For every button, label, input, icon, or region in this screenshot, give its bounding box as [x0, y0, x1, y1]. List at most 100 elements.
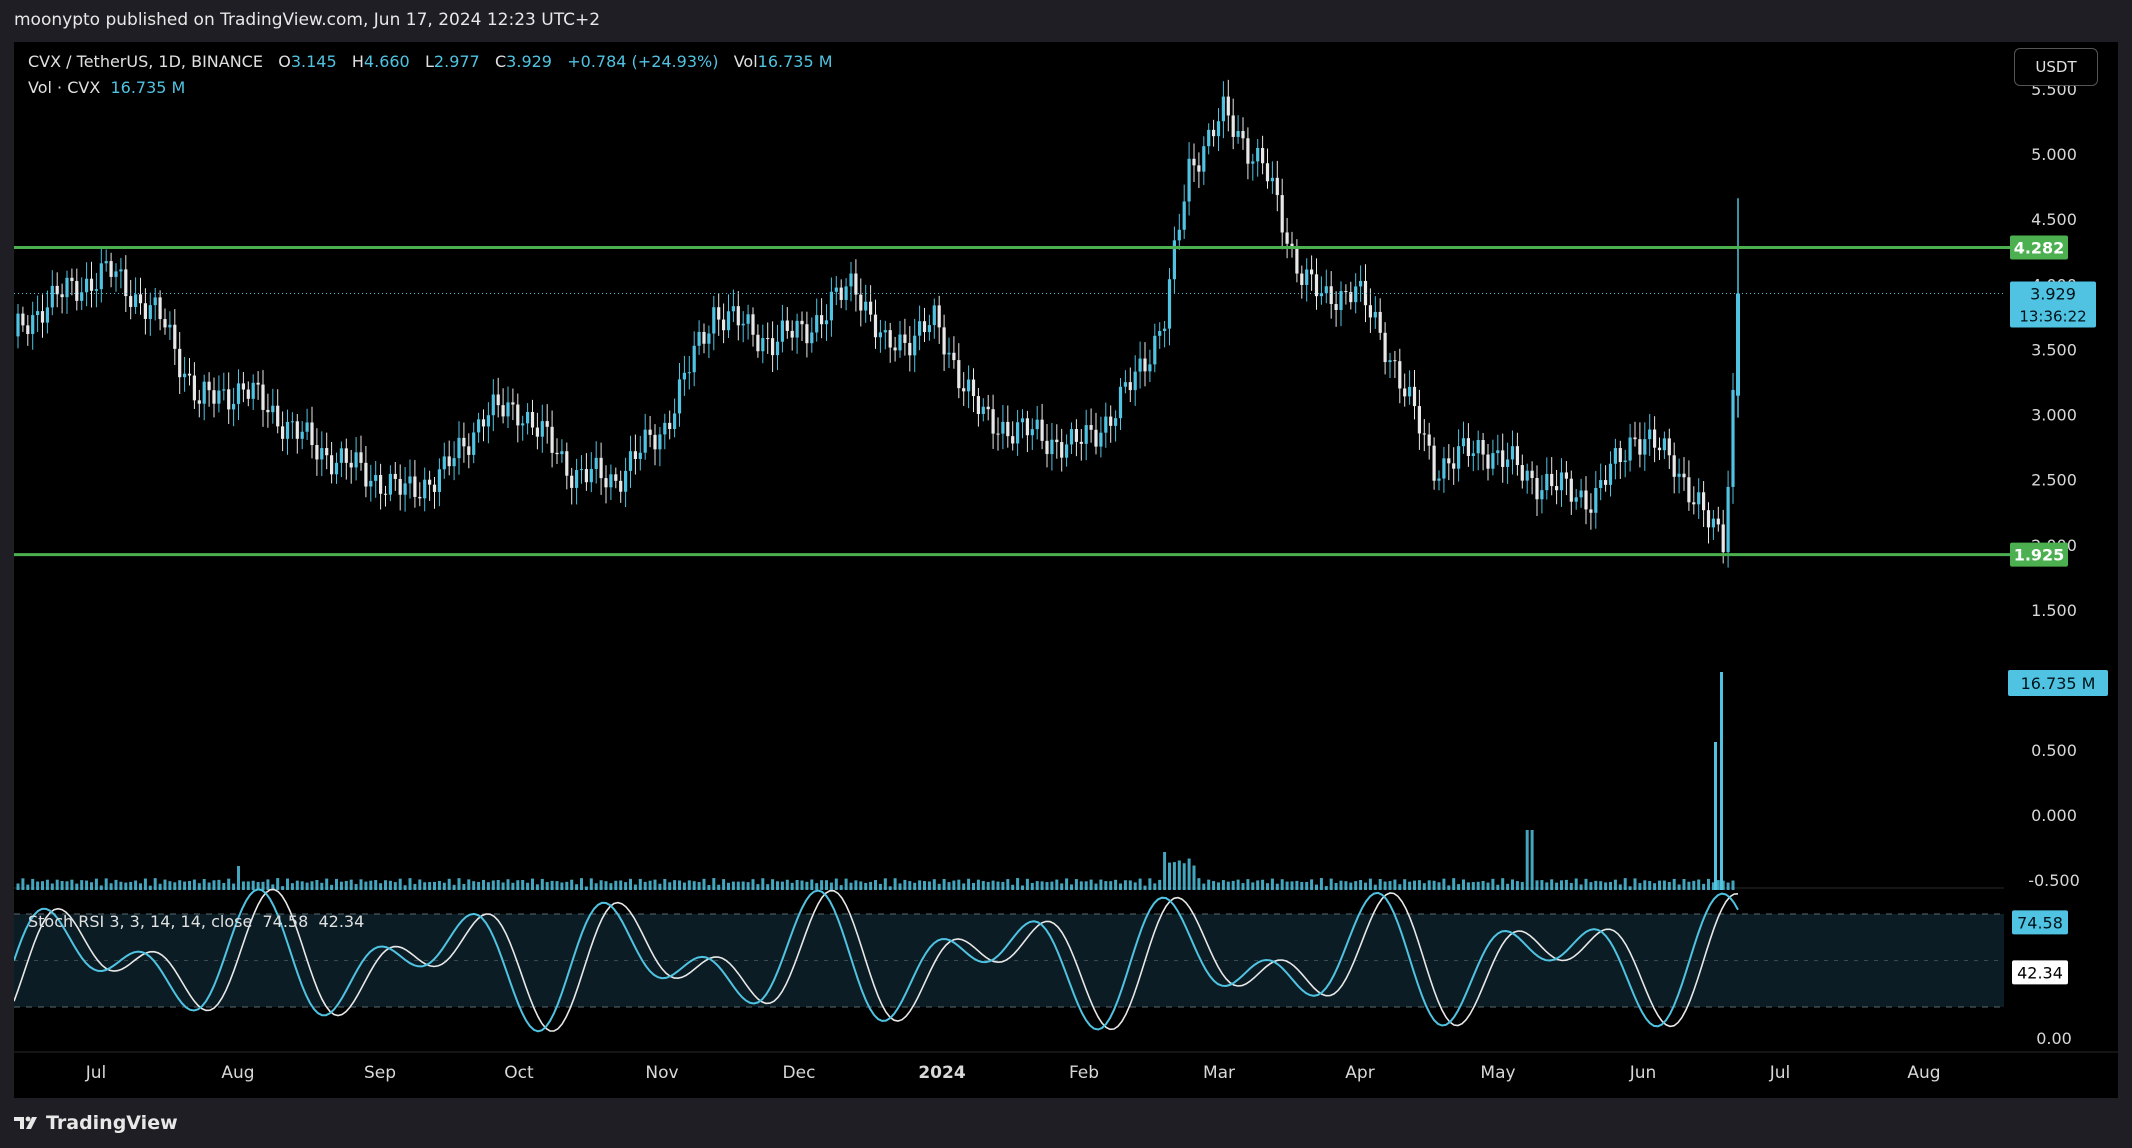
candle-body: [1207, 129, 1211, 147]
volume-bar: [1084, 881, 1088, 890]
level-label: 1.925: [2014, 546, 2065, 565]
volume-bar: [310, 881, 314, 890]
chart-area[interactable]: 5.5005.0004.5004.0003.5003.0002.5002.000…: [14, 42, 2118, 1098]
candle-body: [45, 307, 49, 323]
candle-body: [99, 263, 103, 290]
volume-bar: [1192, 865, 1196, 890]
volume-bar: [1226, 881, 1230, 890]
volume-bar: [349, 879, 353, 890]
candle-body: [1020, 418, 1025, 423]
candle-body: [192, 375, 196, 401]
volume-bar: [722, 879, 726, 890]
candle-body: [1442, 458, 1446, 479]
volume-bar: [972, 882, 975, 890]
volume-bar: [1011, 884, 1015, 890]
volume-bar: [134, 880, 138, 890]
volume-bar: [736, 881, 740, 890]
volume-bar: [687, 880, 691, 890]
volume-bar: [1172, 862, 1176, 890]
candle-body: [1324, 286, 1328, 294]
candle-body: [290, 421, 294, 423]
volume-bar: [1251, 882, 1255, 890]
candle-body: [991, 409, 995, 434]
volume-bar: [604, 881, 608, 890]
volume-bar: [442, 882, 446, 890]
price-chart[interactable]: 5.5005.0004.5004.0003.5003.0002.5002.000…: [14, 42, 2118, 1098]
stoch-tick-label: 0.00: [2036, 1029, 2072, 1048]
volume-bar: [751, 879, 755, 890]
volume-bar: [678, 880, 681, 890]
volume-bar: [898, 883, 902, 890]
publisher-header: moonypto published on TradingView.com, J…: [0, 0, 2132, 40]
candle-body: [491, 394, 495, 416]
candle-body: [687, 372, 691, 374]
volume-bar: [1579, 884, 1583, 890]
volume-bar: [433, 881, 436, 890]
candle-body: [1011, 436, 1015, 444]
volume-bar: [854, 880, 858, 890]
volume-bar: [1520, 882, 1524, 890]
volume-bar: [1648, 881, 1652, 890]
candle-body: [1265, 163, 1270, 182]
candle-body: [1545, 473, 1549, 491]
volume-bar: [21, 878, 25, 890]
volume-bar: [555, 881, 559, 890]
candle-body: [85, 278, 89, 293]
candle-body: [937, 305, 941, 328]
volume-bar: [1231, 880, 1235, 890]
candle-body: [1226, 96, 1230, 116]
candle-body: [726, 311, 731, 331]
volume-bar: [825, 880, 828, 890]
price-tick-label: 3.000: [2031, 406, 2077, 425]
candle-body: [173, 324, 177, 349]
candle-body: [1035, 419, 1039, 430]
candle-body: [349, 462, 353, 468]
volume-bar: [1324, 886, 1328, 890]
candle-body: [1339, 291, 1343, 310]
candle-body: [158, 297, 162, 320]
candle-body: [1280, 195, 1284, 233]
candle-body: [1261, 147, 1265, 164]
candle-body: [1363, 280, 1368, 306]
volume-bar: [217, 879, 221, 890]
volume-bar: [256, 882, 260, 890]
candle-body: [976, 396, 980, 414]
volume-bar: [702, 878, 706, 890]
volume-bar: [589, 878, 593, 890]
volume-bar: [423, 882, 427, 890]
volume-bar: [90, 882, 93, 890]
volume-bar: [1721, 880, 1725, 890]
candle-body: [295, 421, 299, 439]
open-label: O: [278, 52, 291, 71]
volume-bar: [1564, 879, 1568, 890]
currency-button[interactable]: USDT: [2014, 48, 2098, 86]
candle-body: [883, 330, 887, 333]
candle-body: [697, 331, 701, 346]
candle-body: [442, 456, 446, 470]
volume-bar: [932, 879, 936, 890]
volume-bar: [261, 881, 265, 890]
candle-body: [1251, 161, 1255, 164]
candle-body: [94, 289, 98, 291]
volume-bar: [1599, 881, 1603, 890]
volume-bar: [893, 878, 897, 890]
volume-bar: [1638, 883, 1642, 890]
tradingview-logo[interactable]: TradingView: [14, 1112, 178, 1134]
volume-bar: [1501, 878, 1505, 890]
candle-body: [1310, 269, 1314, 275]
symbol-name: CVX / TetherUS, 1D, BINANCE: [28, 52, 263, 71]
candle-body: [1349, 292, 1353, 303]
volume-bar: [109, 883, 113, 890]
candle-body: [521, 423, 525, 426]
time-tick-label: Feb: [1069, 1063, 1099, 1083]
candle-body: [751, 314, 755, 335]
volume-bar: [1280, 879, 1284, 890]
candle-body: [820, 315, 824, 325]
stoch-legend-label: Stoch RSI 3, 3, 14, 14, close: [28, 912, 253, 931]
volume-bar: [820, 880, 824, 890]
candle-body: [1648, 429, 1652, 440]
candle-body: [1143, 358, 1147, 372]
volume-bar: [1623, 878, 1627, 890]
candle-body: [800, 320, 804, 325]
candle-body: [486, 415, 490, 427]
